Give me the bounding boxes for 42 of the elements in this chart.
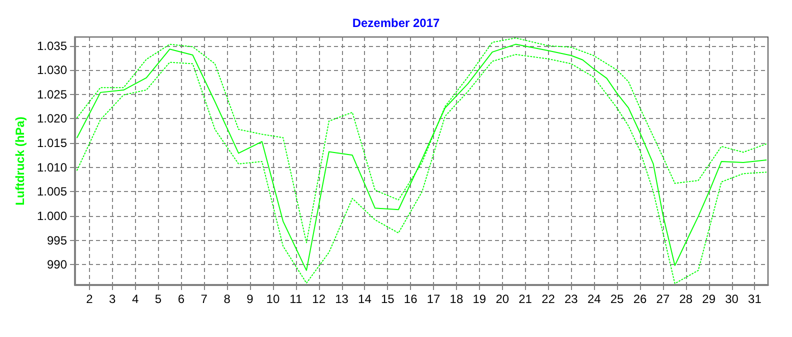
x-tick-label: 13 xyxy=(335,292,349,306)
x-tick-label: 16 xyxy=(404,292,418,306)
x-tick-label: 23 xyxy=(564,292,578,306)
x-tick-label: 21 xyxy=(518,292,532,306)
y-axis-title: Luftdruck (hPa) xyxy=(13,116,28,206)
y-tick-label: 1.030 xyxy=(36,63,68,78)
x-tick-label: 28 xyxy=(679,292,693,306)
x-tick-label: 17 xyxy=(426,292,441,306)
y-tick-label: 1.010 xyxy=(36,160,68,174)
y-tick-label: 1.025 xyxy=(36,87,68,102)
x-tick-label: 18 xyxy=(450,292,464,306)
x-tick-label: 2 xyxy=(86,292,94,306)
x-tick-label: 7 xyxy=(200,292,208,306)
x-tick-label: 11 xyxy=(290,292,302,306)
x-tick-label: 22 xyxy=(542,292,556,306)
y-tick-label: 1.000 xyxy=(36,208,68,223)
x-tick-label: 6 xyxy=(178,292,185,306)
x-tick-label: 14 xyxy=(358,292,372,306)
x-tick-label: 5 xyxy=(154,292,162,306)
chart-title: Dezember 2017 xyxy=(352,16,440,30)
x-tick-label: 19 xyxy=(472,292,486,306)
y-tick-label: 1.020 xyxy=(36,112,68,126)
x-tick-label: 12 xyxy=(312,292,326,306)
x-tick-label: 25 xyxy=(610,292,624,306)
x-tick-label: 3 xyxy=(109,292,116,306)
x-tick-label: 4 xyxy=(132,292,139,306)
x-tick-label: 10 xyxy=(266,292,280,306)
x-tick-label: 20 xyxy=(496,292,510,306)
x-tick-label: 15 xyxy=(380,292,395,306)
x-tick-label: 27 xyxy=(656,292,670,306)
x-tick-label: 29 xyxy=(702,292,716,306)
y-tick-label: 1.005 xyxy=(36,184,68,199)
y-tick-label: 1.035 xyxy=(36,38,68,53)
x-tick-label: 26 xyxy=(633,292,647,306)
y-tick-label: 995 xyxy=(46,233,68,248)
x-tick-label: 9 xyxy=(246,292,254,306)
x-tick-label: 8 xyxy=(224,292,231,306)
x-tick-label: 24 xyxy=(587,292,602,306)
x-tick-label: 30 xyxy=(725,292,739,306)
y-tick-label: 1.015 xyxy=(36,136,68,150)
x-tick-label: 31 xyxy=(748,292,762,306)
y-tick-label: 990 xyxy=(46,258,68,272)
